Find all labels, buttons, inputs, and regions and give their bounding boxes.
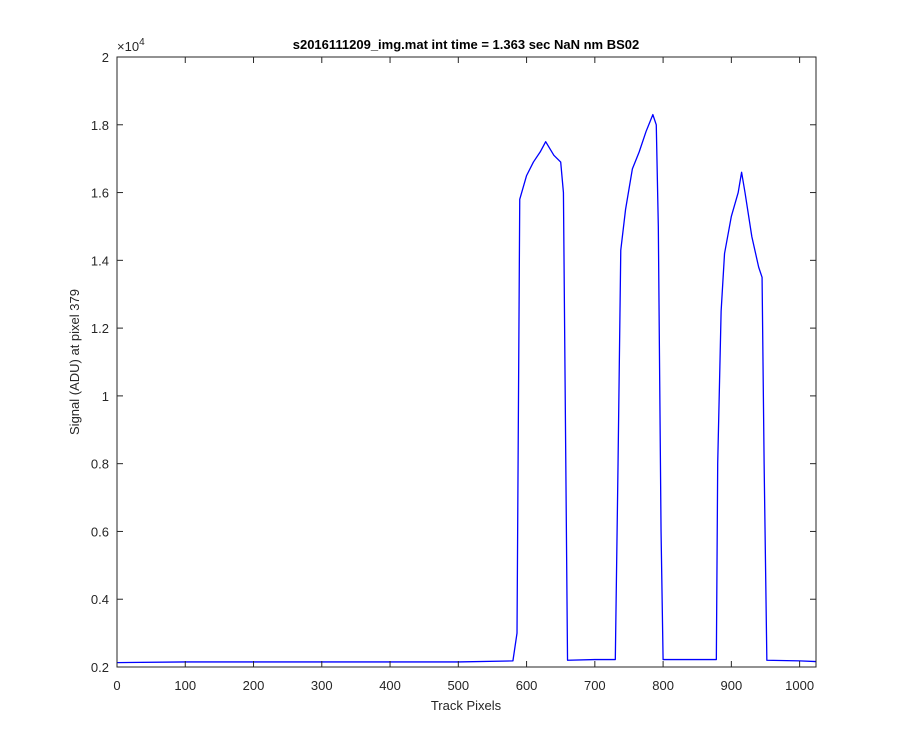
plot-background <box>117 57 816 667</box>
data-layer <box>116 113 817 664</box>
plot-frame <box>116 56 817 668</box>
y-tick-label: 2 <box>102 50 109 65</box>
x-tick-label: 500 <box>447 678 469 693</box>
x-tick-label: 0 <box>113 678 120 693</box>
x-tick-label: 600 <box>516 678 538 693</box>
y-tick-label: 0.4 <box>91 592 109 607</box>
y-tick-label: 0.8 <box>91 457 109 472</box>
x-tick-label: 400 <box>379 678 401 693</box>
x-tick-label: 100 <box>174 678 196 693</box>
y-tick-label: 1 <box>102 389 109 404</box>
x-tick-label: 900 <box>721 678 743 693</box>
y-axis-exponent-power: 4 <box>139 37 145 48</box>
y-axis-exponent-base: ×10 <box>117 39 139 54</box>
y-tick-label: 1.8 <box>91 118 109 133</box>
y-tick-label: 0.6 <box>91 524 109 539</box>
tick-layer: 0 100 200 300 400 500 600 700 800 900 1000 0.2 0.4 0.… <box>91 50 816 693</box>
y-tick-label: 1.4 <box>91 253 109 268</box>
x-tick-label: 300 <box>311 678 333 693</box>
y-axis-exponent: ×104 <box>117 37 145 54</box>
y-axis-label: Signal (ADU) at pixel 379 <box>67 289 82 435</box>
x-tick-label: 200 <box>243 678 265 693</box>
x-tick-label: 700 <box>584 678 606 693</box>
x-tick-label: 1000 <box>785 678 814 693</box>
series-line-0 <box>116 113 817 664</box>
x-axis-label: Track Pixels <box>431 698 502 713</box>
y-tick-label: 0.2 <box>91 660 109 675</box>
x-tick-label: 800 <box>652 678 674 693</box>
y-tick-label: 1.6 <box>91 186 109 201</box>
y-tick-label: 1.2 <box>91 321 109 336</box>
chart-title: s2016111209_img.mat int time = 1.363 sec… <box>293 37 640 52</box>
